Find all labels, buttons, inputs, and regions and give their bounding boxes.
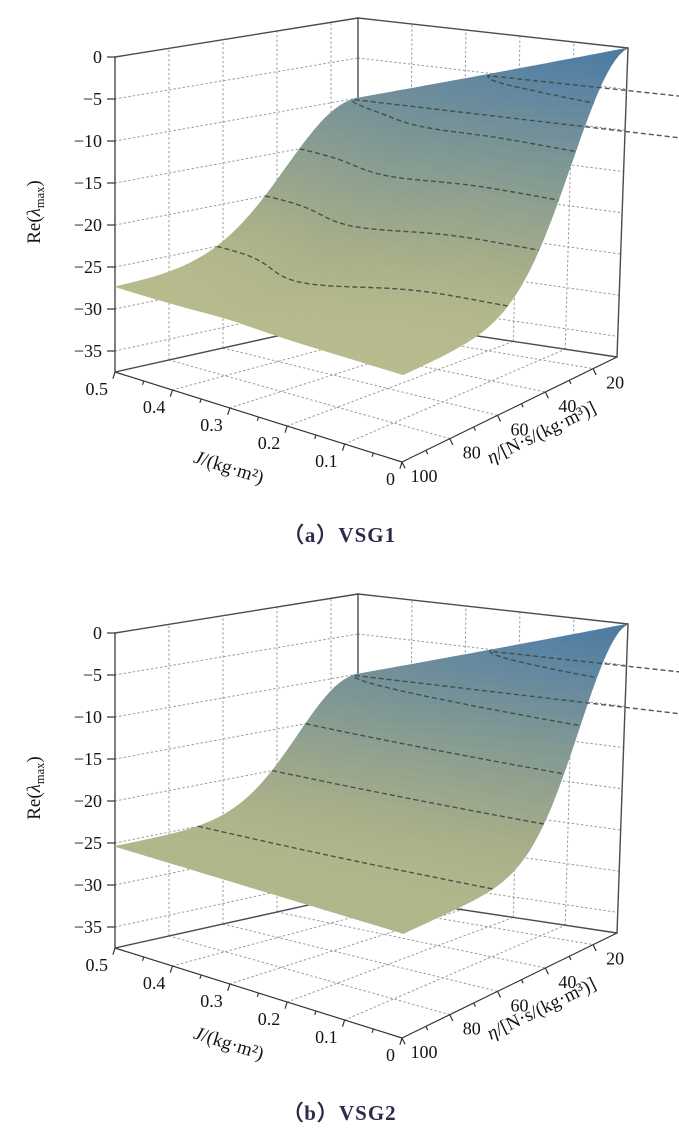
svg-text:0.3: 0.3 — [200, 415, 223, 435]
svg-text:0: 0 — [93, 47, 102, 67]
contour-level--25 — [197, 825, 493, 890]
svg-text:−35: −35 — [74, 341, 102, 361]
right-box-edge — [616, 623, 629, 934]
svg-text:−30: −30 — [74, 299, 102, 319]
caption-b: （b）VSG2 — [0, 1097, 679, 1127]
svg-text:80: 80 — [463, 443, 481, 463]
svg-text:−15: −15 — [74, 749, 102, 769]
x-axis-title: J/(kg·m²) — [191, 447, 266, 489]
contour-level--5 — [488, 650, 679, 679]
svg-text:−15: −15 — [74, 173, 102, 193]
svg-text:0.2: 0.2 — [258, 433, 281, 453]
tick-labels: 0 −5 −10 −15 −20 −25 −30 −35 0.5 0.4 0.3 0.2 0.1 0 100… — [74, 47, 624, 489]
svg-text:0: 0 — [386, 469, 395, 489]
svg-text:0.1: 0.1 — [315, 451, 338, 471]
contour-level--20 — [272, 769, 544, 825]
svg-text:20: 20 — [606, 373, 624, 393]
y-axis-title: η/[N·s/(kg·m³)] — [484, 974, 600, 1045]
svg-text:0.4: 0.4 — [143, 397, 166, 417]
plot-vsg1: 0 −5 −10 −15 −20 −25 −30 −35 0.5 0.4 0.3 0.2 0.1 0 100… — [24, 17, 679, 489]
svg-text:−10: −10 — [74, 707, 102, 727]
svg-text:80: 80 — [463, 1019, 481, 1039]
tick-marks — [107, 632, 618, 1045]
contour-lines — [216, 74, 679, 307]
right-box-edge — [616, 47, 629, 358]
caption-a-label: （a）VSG1 — [282, 523, 397, 547]
svg-text:−10: −10 — [74, 131, 102, 151]
svg-text:60: 60 — [511, 419, 529, 439]
svg-text:−20: −20 — [74, 215, 102, 235]
svg-text:0: 0 — [386, 1045, 395, 1065]
z-axis-title: Re(λmax) — [24, 756, 47, 820]
tick-marks — [107, 56, 618, 469]
contour-level--15 — [299, 148, 559, 201]
svg-text:0.5: 0.5 — [86, 379, 109, 399]
z-axis-title: Re(λmax) — [24, 180, 47, 244]
svg-text:20: 20 — [606, 949, 624, 969]
contour-level--10 — [352, 98, 679, 153]
svg-text:0.3: 0.3 — [200, 991, 223, 1011]
svg-text:100: 100 — [411, 466, 438, 486]
svg-text:−35: −35 — [74, 917, 102, 937]
contour-level--25 — [216, 245, 508, 307]
contour-level--5 — [487, 74, 679, 104]
svg-text:−25: −25 — [74, 833, 102, 853]
axes: 0 −5 −10 −15 −20 −25 −30 −35 0.5 0.4 0.3 0.2 0.1 0 100… — [24, 623, 624, 1065]
contour-lines — [197, 650, 679, 890]
svg-text:100: 100 — [411, 1042, 438, 1062]
svg-text:0.5: 0.5 — [86, 955, 109, 975]
caption-b-label: （b）VSG2 — [282, 1101, 397, 1125]
x-axis-title: J/(kg·m²) — [191, 1023, 266, 1065]
svg-text:−5: −5 — [83, 89, 102, 109]
svg-text:0.2: 0.2 — [258, 1009, 281, 1029]
svg-text:−30: −30 — [74, 875, 102, 895]
svg-text:40: 40 — [558, 396, 576, 416]
contour-level--10 — [353, 674, 679, 727]
contour-level--15 — [305, 723, 564, 775]
svg-text:40: 40 — [558, 972, 576, 992]
svg-text:0.1: 0.1 — [315, 1027, 338, 1047]
tick-labels: 0 −5 −10 −15 −20 −25 −30 −35 0.5 0.4 0.3 0.2 0.1 0 100… — [74, 623, 624, 1065]
svg-text:−20: −20 — [74, 791, 102, 811]
caption-a: （a）VSG1 — [0, 519, 679, 549]
plot-vsg2: 0 −5 −10 −15 −20 −25 −30 −35 0.5 0.4 0.3 0.2 0.1 0 100… — [24, 593, 679, 1065]
svg-text:−25: −25 — [74, 257, 102, 277]
svg-text:0.4: 0.4 — [143, 973, 166, 993]
y-axis-title: η/[N·s/(kg·m³)] — [484, 398, 600, 469]
svg-text:−5: −5 — [83, 665, 102, 685]
surface — [114, 47, 629, 376]
surface — [114, 623, 629, 934]
contour-level--20 — [265, 195, 540, 251]
svg-text:0: 0 — [93, 623, 102, 643]
svg-text:60: 60 — [511, 995, 529, 1015]
